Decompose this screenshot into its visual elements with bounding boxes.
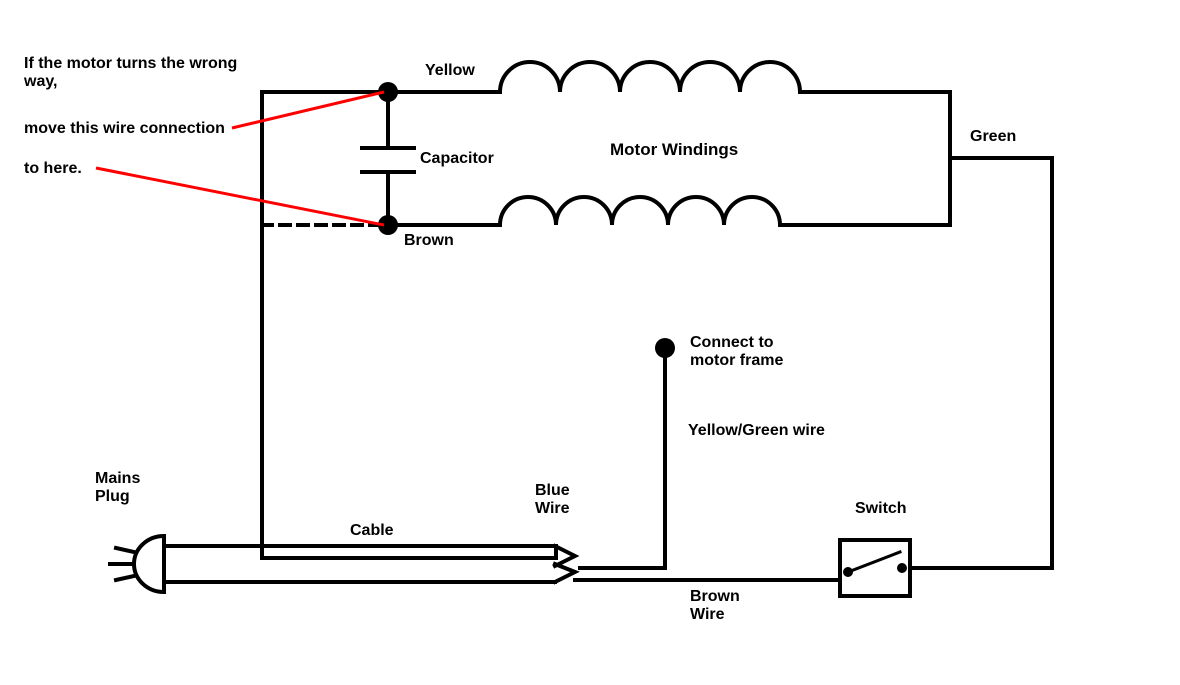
label-wrongway1: If the motor turns the wrong way,: [24, 55, 237, 91]
label-wrongway2: move this wire connection: [24, 120, 225, 138]
switch-terminal-right: [899, 565, 905, 571]
label-yellowgreen: Yellow/Green wire: [688, 422, 825, 440]
label-brown-wire: Brown Wire: [690, 588, 740, 624]
label-blue-wire: Blue Wire: [535, 482, 570, 518]
annotation-line-2: [96, 168, 384, 225]
mains-plug-body: [134, 536, 164, 592]
label-connect-frame: Connect to motor frame: [690, 334, 783, 370]
circuit-diagram: [0, 0, 1180, 685]
label-green: Green: [970, 128, 1016, 146]
node-frame: [655, 338, 675, 358]
label-mains-plug: Mains Plug: [95, 470, 140, 506]
plug-prong-3: [116, 576, 134, 580]
label-motor-windings: Motor Windings: [610, 140, 738, 160]
label-yellow: Yellow: [425, 62, 475, 80]
label-wrongway3: to here.: [24, 160, 82, 178]
cable-end-bot: [555, 564, 575, 582]
label-cable: Cable: [350, 522, 394, 540]
plug-prong-1: [116, 548, 134, 552]
motor-winding-bottom: [500, 197, 780, 225]
label-brown: Brown: [404, 232, 454, 250]
annotation-line-1: [232, 92, 384, 128]
motor-winding-top: [500, 62, 800, 92]
switch-terminal-left: [845, 569, 851, 575]
label-capacitor: Capacitor: [420, 150, 494, 168]
label-switch: Switch: [855, 500, 907, 518]
